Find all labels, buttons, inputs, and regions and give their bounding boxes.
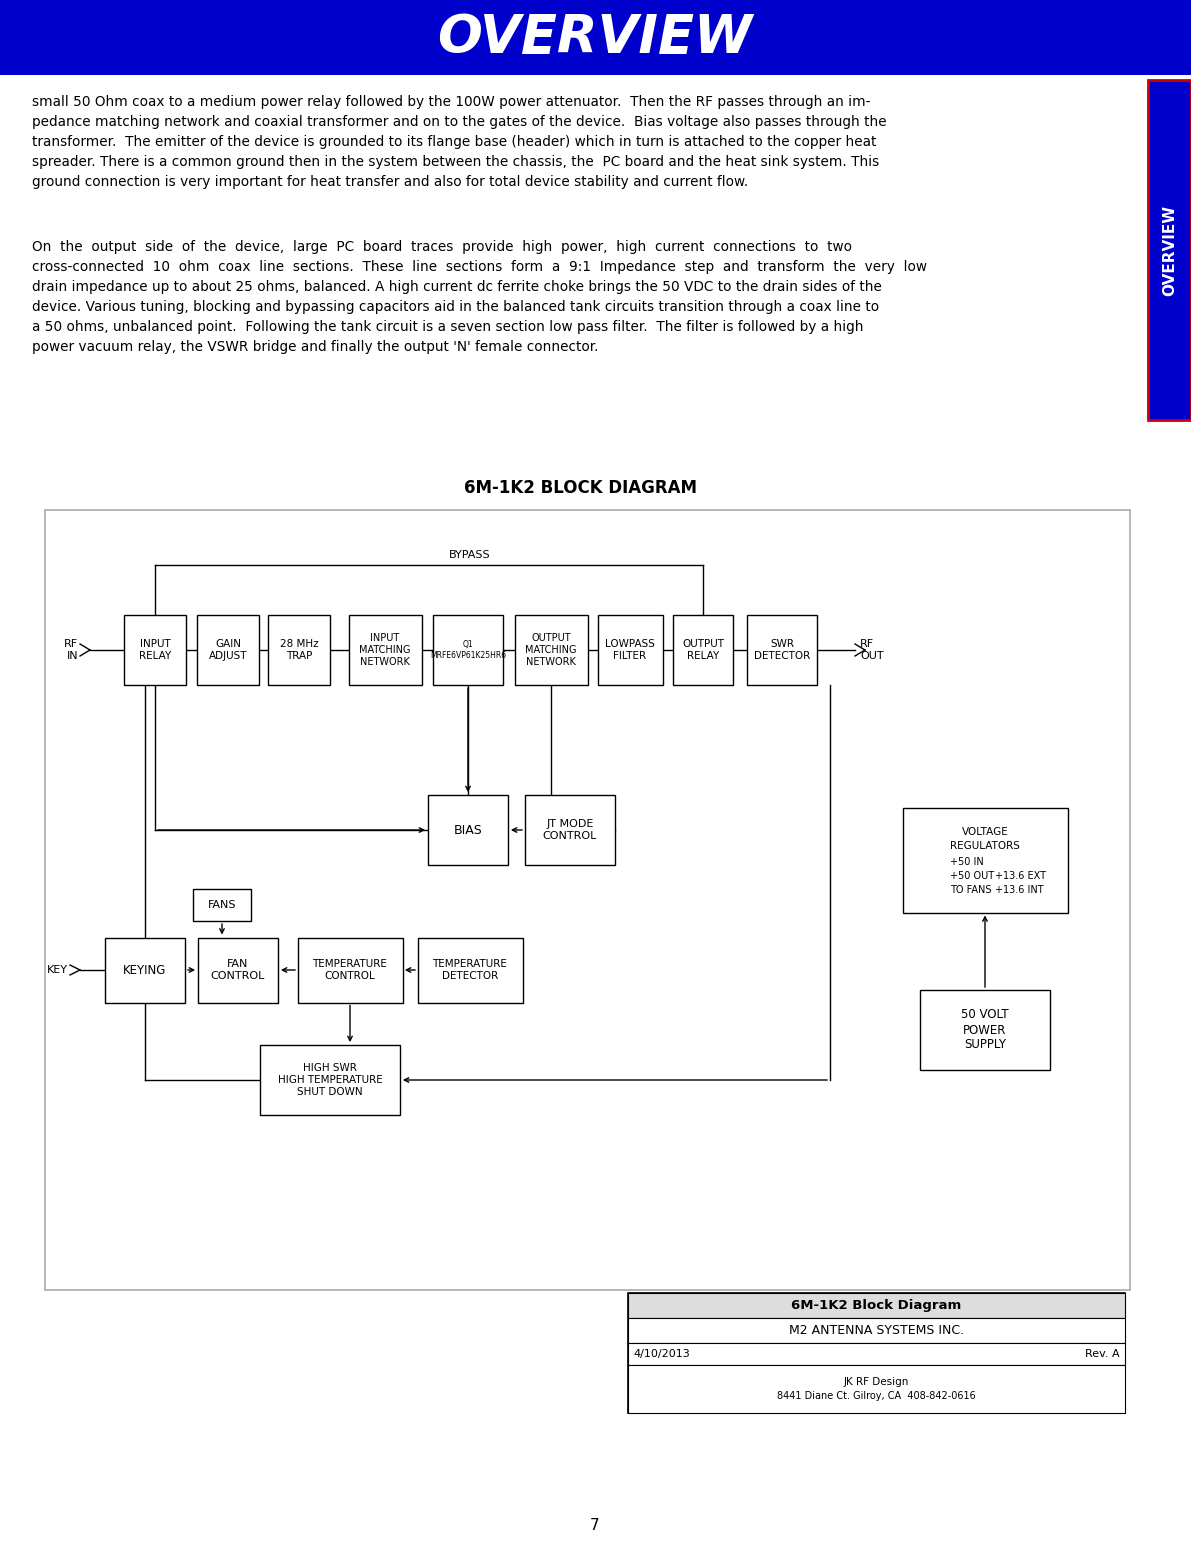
Text: 50 VOLT
POWER
SUPPLY: 50 VOLT POWER SUPPLY [961,1009,1009,1051]
Text: BYPASS: BYPASS [449,550,491,560]
Text: 28 MHz
TRAP: 28 MHz TRAP [280,639,318,661]
Bar [598,614,662,686]
Text: RF
IN: RF IN [64,639,77,661]
Bar [0,0,1191,75]
Text: 8441 Diane Ct. Gilroy, CA  408-842-0616: 8441 Diane Ct. Gilroy, CA 408-842-0616 [777,1392,975,1401]
Text: JT MODE
CONTROL: JT MODE CONTROL [543,819,597,841]
Bar [1148,79,1191,420]
Text: KEY: KEY [46,966,68,975]
Bar [628,1294,1125,1413]
Text: +50 OUT: +50 OUT [950,871,994,882]
Text: LOWPASS
FILTER: LOWPASS FILTER [605,639,655,661]
Bar [298,938,403,1003]
Text: Rev. A: Rev. A [1085,1350,1120,1359]
Text: OVERVIEW: OVERVIEW [1162,204,1177,295]
Text: small 50 Ohm coax to a medium power relay followed by the 100W power attenuator.: small 50 Ohm coax to a medium power rela… [32,95,886,190]
Text: BIAS: BIAS [454,824,482,837]
Bar [197,614,258,686]
Text: 6M-1K2 BLOCK DIAGRAM: 6M-1K2 BLOCK DIAGRAM [463,479,697,498]
Bar [198,938,278,1003]
Bar [418,938,523,1003]
Text: OVERVIEW: OVERVIEW [437,11,753,64]
Text: HIGH SWR
HIGH TEMPERATURE
SHUT DOWN: HIGH SWR HIGH TEMPERATURE SHUT DOWN [278,1064,382,1096]
Text: JK RF Design: JK RF Design [843,1378,909,1387]
Text: 4/10/2013: 4/10/2013 [632,1350,690,1359]
Text: OUTPUT
RELAY: OUTPUT RELAY [682,639,724,661]
Text: INPUT
RELAY: INPUT RELAY [139,639,172,661]
Text: KEYING: KEYING [124,964,167,977]
Text: OUTPUT
MATCHING
NETWORK: OUTPUT MATCHING NETWORK [525,633,576,667]
Bar [268,614,330,686]
Text: TEMPERATURE
DETECTOR: TEMPERATURE DETECTOR [432,959,507,981]
Text: 6M-1K2 Block Diagram: 6M-1K2 Block Diagram [791,1298,961,1312]
Text: FANS: FANS [207,900,236,910]
Text: VOLTAGE: VOLTAGE [961,827,1009,837]
Bar [428,795,509,865]
Bar [515,614,587,686]
Text: +13.6 EXT: +13.6 EXT [994,871,1046,882]
Bar [903,807,1067,913]
Bar [193,889,251,921]
Text: On  the  output  side  of  the  device,  large  PC  board  traces  provide  high: On the output side of the device, large … [32,239,927,355]
Bar [105,938,185,1003]
Text: +50 IN: +50 IN [950,857,984,868]
Text: Q1
MRFE6VP61K25HR6: Q1 MRFE6VP61K25HR6 [430,641,506,659]
Text: M2 ANTENNA SYSTEMS INC.: M2 ANTENNA SYSTEMS INC. [788,1323,964,1337]
Text: TEMPERATURE
CONTROL: TEMPERATURE CONTROL [312,959,387,981]
Text: +13.6 INT: +13.6 INT [994,885,1043,896]
Text: REGULATORS: REGULATORS [950,841,1019,851]
Bar [525,795,615,865]
Text: RF
OUT: RF OUT [860,639,884,661]
Bar [124,614,186,686]
Text: INPUT
MATCHING
NETWORK: INPUT MATCHING NETWORK [360,633,411,667]
Text: 7: 7 [591,1518,600,1533]
Bar [919,991,1050,1070]
Bar [673,614,732,686]
Text: GAIN
ADJUST: GAIN ADJUST [208,639,248,661]
Bar [628,1344,1125,1365]
Text: SWR
DETECTOR: SWR DETECTOR [754,639,810,661]
Text: FAN
CONTROL: FAN CONTROL [211,959,266,981]
Bar [628,1319,1125,1344]
Bar [628,1365,1125,1413]
Bar [747,614,817,686]
Text: TO FANS: TO FANS [950,885,991,896]
Bar [349,614,422,686]
Bar [434,614,503,686]
Bar [45,510,1130,1291]
Bar [260,1045,400,1115]
Bar [628,1294,1125,1319]
